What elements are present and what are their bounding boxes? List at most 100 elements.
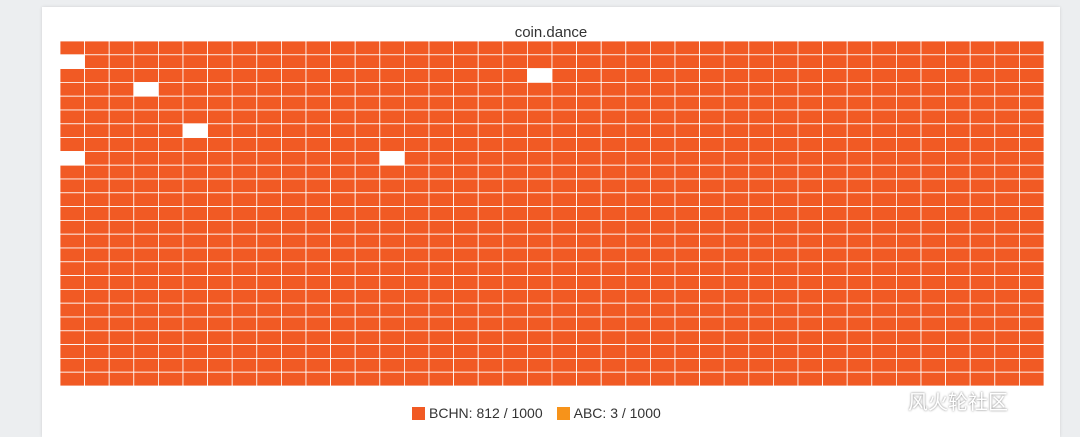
block-cell-bchn [674,247,701,263]
block-cell-bchn [723,109,750,125]
block-cell-bchn [994,275,1020,290]
block-cell-bchn [256,357,282,373]
block-cell-bchn [969,261,996,277]
block-cell-bchn [945,316,971,332]
block-cell-bchn [674,164,701,180]
block-cell-bchn [526,344,553,359]
block-cell-bchn [108,82,135,97]
block-cell-bchn [60,316,86,332]
legend-item-abc[interactable]: ABC: 3 / 1000 [556,405,661,421]
block-cell-bchn [403,164,430,180]
block-cell-bchn [600,178,627,194]
block-cell-bchn [625,178,651,194]
block-cell-bchn [477,54,504,70]
block-cell-bchn [625,316,651,332]
block-cell-bchn [576,192,602,208]
block-cell-bchn [354,68,381,83]
block-cell-bchn [158,261,184,277]
block-cell-bchn [797,316,824,332]
block-cell-bchn [551,330,578,345]
block-cell-bchn [945,95,971,111]
block-cell-bchn [896,330,922,345]
block-cell-bchn [428,164,455,180]
block-cell-bchn [428,261,455,277]
block-cell-bchn [502,206,528,221]
block-cell-bchn [674,233,701,249]
block-cell-bchn [280,261,307,277]
block-cell-bchn [379,82,405,97]
block-cell-bchn [108,54,135,70]
block-cell-bchn [871,357,897,373]
block-cell-bchn [207,302,233,318]
block-cell-bchn [207,247,233,263]
block-cell-bchn [526,82,553,97]
block-cell-bchn [576,178,602,194]
block-cell-bchn [330,192,356,208]
block-cell-bchn [748,109,774,125]
block-cell-bchn [207,41,233,56]
block-cell-bchn [453,219,479,235]
block-cell-bchn [1019,344,1044,359]
block-cell-bchn [625,68,651,83]
block-cell-bchn [797,219,824,235]
block-cell-bchn [526,316,553,332]
block-cell-bchn [354,206,381,221]
block-cell-bchn [650,109,676,125]
block-cell-bchn [477,123,504,139]
block-cell-bchn [403,68,430,83]
block-cell-bchn [133,219,159,235]
block-cell-bchn [354,261,381,277]
legend-item-bchn[interactable]: BCHN: 812 / 1000 [412,405,543,421]
block-cell-bchn [403,344,430,359]
block-cell-bchn [625,54,651,70]
block-cell-bchn [354,316,381,332]
block-cell-bchn [330,151,356,166]
block-cell-bchn [846,151,873,166]
block-cell-bchn [994,137,1020,152]
block-cell-bchn [699,82,725,97]
block-cell-bchn [600,357,627,373]
block-cell-bchn [920,261,947,277]
block-cell-bchn [674,357,701,373]
block-cell-bchn [182,219,209,235]
block-cell-bchn [477,219,504,235]
block-cell-bchn [477,164,504,180]
block-cell-bchn [477,178,504,194]
block-cell-bchn [256,275,282,290]
block-cell-bchn [231,54,258,70]
block-cell-bchn [158,357,184,373]
block-cell-bchn [576,137,602,152]
block-cell-bchn [871,247,897,263]
block-cell-bchn [108,344,135,359]
block-cell-bchn [477,233,504,249]
block-cell-bchn [477,261,504,277]
block-cell-bchn [60,371,86,386]
block-cell-bchn [674,316,701,332]
block-cell-bchn [699,357,725,373]
block-cell-bchn [502,261,528,277]
block-cell-bchn [600,151,627,166]
block-cell-bchn [305,330,332,345]
block-cell-bchn [330,288,356,304]
block-cell-bchn [403,275,430,290]
block-cell-bchn [920,371,947,386]
block-cell-bchn [256,137,282,152]
block-cell-bchn [650,178,676,194]
block-cell-bchn [305,41,332,56]
block-cell-bchn [969,82,996,97]
block-cell-bchn [428,54,455,70]
block-cell-bchn [699,316,725,332]
block-cell-bchn [822,82,848,97]
block-cell-bchn [1019,41,1044,56]
block-cell-bchn [600,95,627,111]
block-cell-bchn [84,288,110,304]
block-cell-bchn [231,288,258,304]
block-cell-bchn [551,371,578,386]
legend[interactable]: BCHN: 812 / 1000 ABC: 3 / 1000 [412,405,661,421]
block-cell-bchn [453,82,479,97]
block-cell-bchn [896,178,922,194]
block-cell-bchn [502,192,528,208]
block-cell-bchn [108,41,135,56]
block-cell-bchn [822,68,848,83]
block-cell-bchn [625,219,651,235]
